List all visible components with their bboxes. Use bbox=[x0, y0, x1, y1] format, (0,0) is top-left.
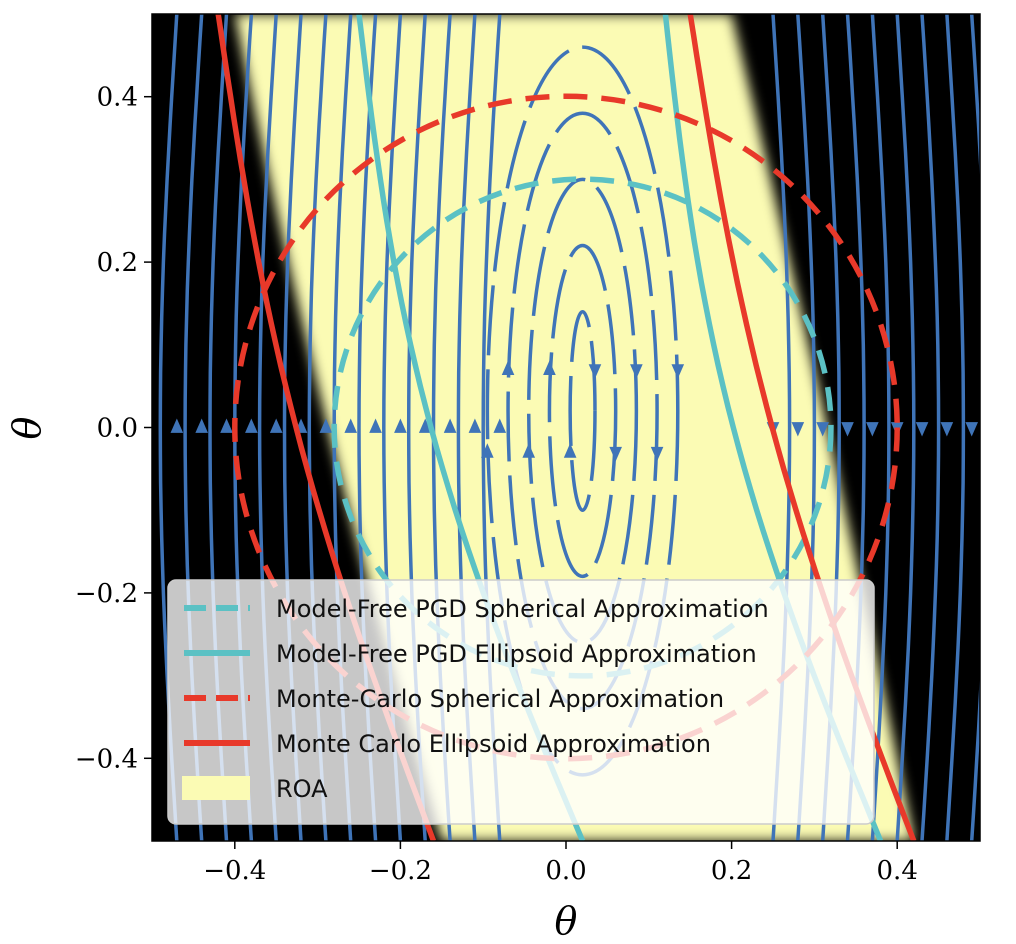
stream-arrow bbox=[481, 443, 494, 458]
stream-arrow bbox=[791, 422, 805, 437]
legend-swatch bbox=[182, 776, 250, 800]
legend-box bbox=[167, 579, 875, 825]
orbit-path bbox=[547, 243, 618, 579]
y-tick-label: 0.4 bbox=[97, 83, 138, 113]
stream-arrow bbox=[394, 418, 407, 433]
legend-entry: Model-Free PGD Ellipsoid Approximation bbox=[184, 640, 757, 668]
x-axis-label: θ bbox=[555, 899, 578, 943]
stream-arrow bbox=[245, 418, 258, 433]
x-tick-label: 0.2 bbox=[711, 856, 752, 886]
legend-label: Model-Free PGD Spherical Approximation bbox=[276, 595, 769, 623]
legend-label: Model-Free PGD Ellipsoid Approximation bbox=[276, 640, 757, 668]
x-tick-label: −0.4 bbox=[203, 856, 266, 886]
x-axis-ticks: −0.4 −0.2 0.0 0.2 0.4 bbox=[203, 841, 918, 886]
stream-arrow bbox=[522, 443, 536, 458]
stream-arrow bbox=[671, 364, 685, 379]
x-tick-label: 0.4 bbox=[877, 856, 918, 886]
stream-arrow bbox=[170, 418, 184, 433]
legend-entry: Model-Free PGD Spherical Approximation bbox=[184, 595, 769, 623]
stream-arrow bbox=[369, 418, 382, 433]
streamline-path bbox=[920, 14, 941, 841]
y-axis-label: θ bbox=[5, 416, 49, 439]
y-tick-label: 0.0 bbox=[97, 414, 138, 444]
streamline-path bbox=[895, 14, 916, 841]
stream-arrow bbox=[841, 422, 854, 437]
orbit-path bbox=[568, 309, 597, 512]
stream-arrow bbox=[443, 418, 457, 433]
legend-entry: Monte-Carlo Spherical Approximation bbox=[184, 685, 724, 713]
stream-arrow bbox=[588, 364, 602, 379]
stream-arrow bbox=[493, 418, 507, 433]
streamline bbox=[965, 14, 980, 841]
streamline bbox=[940, 14, 966, 841]
streamline bbox=[866, 14, 891, 841]
stream-arrow bbox=[319, 418, 333, 433]
stream-arrow bbox=[650, 446, 664, 462]
y-tick-label: 0.2 bbox=[97, 248, 138, 278]
stream-arrow bbox=[195, 418, 208, 433]
stream-arrow bbox=[468, 418, 482, 433]
stream-arrow bbox=[344, 418, 358, 433]
streamline bbox=[915, 14, 941, 841]
stream-arrow bbox=[501, 360, 515, 376]
orbit-path bbox=[526, 177, 639, 645]
legend-entry: ROA bbox=[182, 775, 328, 803]
x-tick-label: 0.0 bbox=[545, 856, 586, 886]
legend-label: Monte Carlo Ellipsoid Approximation bbox=[276, 730, 711, 758]
stream-arrow bbox=[940, 422, 954, 437]
closed-orbit bbox=[522, 177, 643, 645]
x-tick-label: −0.2 bbox=[369, 856, 432, 886]
circle-approximation bbox=[232, 93, 900, 762]
y-axis-ticks: −0.4 −0.2 0.0 0.2 0.4 bbox=[75, 83, 152, 774]
legend: Model-Free PGD Spherical Approximation Mo… bbox=[167, 579, 875, 825]
stream-arrow bbox=[915, 422, 929, 437]
streamline-path bbox=[870, 14, 891, 841]
streamline-path bbox=[945, 14, 966, 841]
stream-arrow bbox=[630, 364, 643, 379]
stream-arrow bbox=[269, 418, 283, 433]
stream-arrow bbox=[220, 418, 233, 433]
y-tick-label: −0.2 bbox=[75, 579, 138, 609]
y-tick-label: −0.4 bbox=[75, 744, 138, 774]
stream-arrow bbox=[816, 422, 829, 437]
stream-arrow bbox=[609, 446, 622, 462]
legend-entry: Monte Carlo Ellipsoid Approximation bbox=[184, 730, 711, 758]
legend-label: ROA bbox=[276, 775, 328, 803]
legend-label: Monte-Carlo Spherical Approximation bbox=[276, 685, 724, 713]
stream-arrow bbox=[563, 443, 577, 458]
stream-arrow bbox=[418, 418, 432, 433]
stream-arrow bbox=[866, 422, 879, 437]
stream-arrow bbox=[543, 360, 556, 376]
closed-orbit bbox=[563, 309, 602, 512]
closed-orbit bbox=[543, 243, 622, 579]
stream-arrow bbox=[965, 422, 979, 437]
